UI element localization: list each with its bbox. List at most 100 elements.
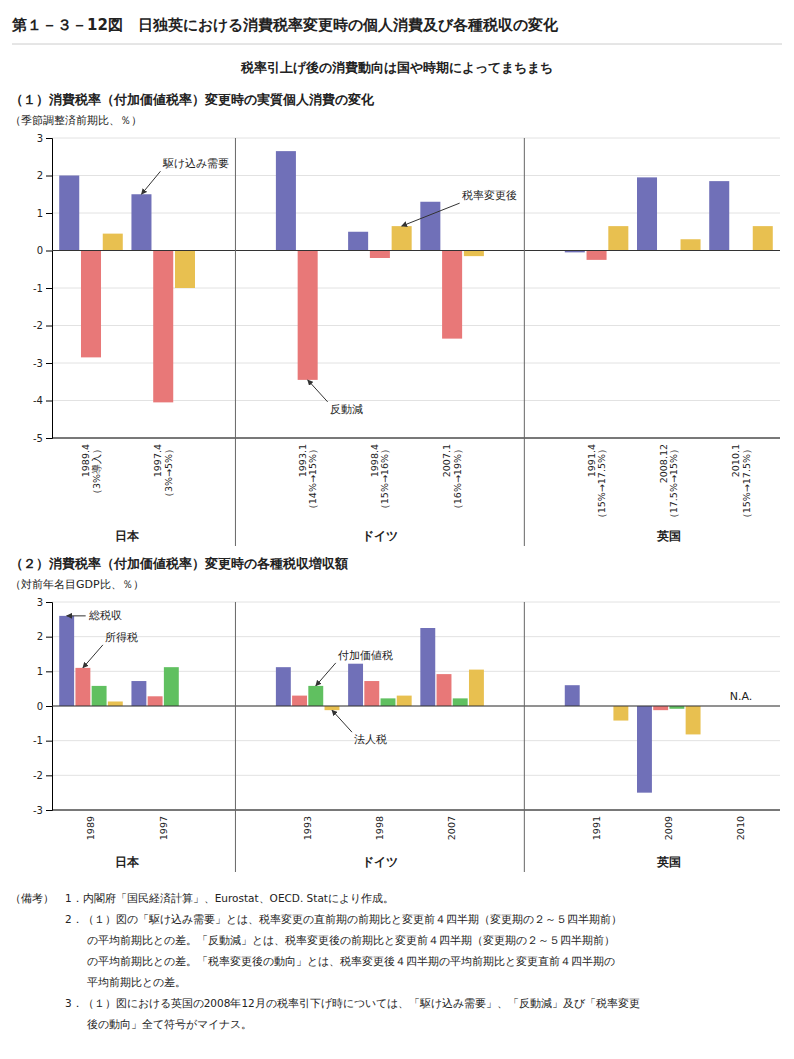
tick-mark xyxy=(46,401,52,402)
chart: （１）消費税率（付加価値税率）変更時の実質個人消費の変化 （季節調整済前期比、％）… xyxy=(10,92,780,546)
grid xyxy=(52,602,780,810)
footnote: 後の動向」全て符号がマイナス。 xyxy=(10,1018,252,1030)
bar xyxy=(381,698,396,706)
tick-label: -3 xyxy=(33,805,43,816)
annotation-arrow xyxy=(308,380,328,402)
group-label: ドイツ xyxy=(362,529,398,543)
grid-line xyxy=(52,636,780,637)
chart: （２）消費税率（付加価値税率）変更時の各種税収増収額（対前年名目GDP比、％）-… xyxy=(10,556,780,872)
bar xyxy=(276,667,291,706)
group-divider xyxy=(235,138,236,546)
bar xyxy=(92,686,107,706)
tick-label: -5 xyxy=(33,433,43,444)
tick: -1 xyxy=(33,735,52,746)
y-axis: -5-4-3-2-10123 xyxy=(33,133,52,444)
bar xyxy=(153,251,173,403)
tick: -2 xyxy=(33,770,52,781)
annotation-arrow xyxy=(316,663,336,686)
tick-label: -1 xyxy=(33,735,43,746)
chart-title: （２）消費税率（付加価値税率）変更時の各種税収増収額 xyxy=(10,556,348,571)
page-title: 第１－３－12図 日独英における消費税率変更時の個人消費及び各種税収の変化 xyxy=(11,16,559,34)
bar xyxy=(686,706,701,734)
category-label: 1991 xyxy=(591,816,602,840)
annotation: 所得税 xyxy=(105,631,138,644)
bar xyxy=(59,176,79,251)
category-label-line: 1993 xyxy=(302,816,313,840)
tick: -4 xyxy=(33,395,52,406)
bar xyxy=(753,226,773,250)
tick-mark xyxy=(46,706,52,707)
bar xyxy=(348,232,368,251)
tick-mark xyxy=(46,288,52,289)
bar xyxy=(364,681,379,706)
tick: -3 xyxy=(33,358,52,369)
bar xyxy=(437,674,452,706)
title-rule xyxy=(12,44,782,45)
tick-mark xyxy=(46,326,52,327)
tick-label: 3 xyxy=(37,597,43,608)
bar xyxy=(464,251,484,257)
tick-mark xyxy=(46,775,52,776)
grid-line xyxy=(52,138,780,139)
chart-title: （１）消費税率（付加価値税率）変更時の実質個人消費の変化 xyxy=(10,92,375,107)
category-label: 1997 xyxy=(158,816,169,840)
bar xyxy=(148,696,163,706)
category-label: 2009 xyxy=(663,816,674,840)
tick-mark xyxy=(46,671,52,672)
bar xyxy=(392,226,412,250)
bar xyxy=(613,706,628,721)
bar xyxy=(325,706,340,710)
tick-mark xyxy=(46,251,52,252)
annotation: 駆け込み需要 xyxy=(162,157,229,170)
category-label-line: 2007 xyxy=(446,816,457,840)
footnote: 2．（１）図の「駆け込み需要」とは、税率変更の直前期の前期比と変更前４四半期（変… xyxy=(10,913,622,926)
group-divider xyxy=(524,602,525,872)
tick-label: 0 xyxy=(37,701,43,712)
group-label: 日本 xyxy=(115,855,140,869)
tick-label: 1 xyxy=(37,666,43,677)
category-label: 2007 xyxy=(446,816,457,840)
bar xyxy=(420,628,435,706)
category-label-line: 1997 xyxy=(158,816,169,840)
tick-mark xyxy=(46,810,52,811)
category-label: 2010.1（15%→17.5%） xyxy=(730,444,751,523)
y-axis-label: （季節調整済前期比、％） xyxy=(10,114,142,127)
category-label-line: 1997.4 xyxy=(152,444,163,477)
category-label: 2007.1（16%→19%） xyxy=(441,444,462,514)
grid-line xyxy=(52,671,780,672)
bar xyxy=(131,681,146,706)
category-label-line: 1993.1 xyxy=(297,444,308,477)
grid-line xyxy=(52,213,780,214)
bar xyxy=(81,251,101,358)
category-label: 1991.4（15%→17.5%） xyxy=(586,444,607,523)
category-label: 1998 xyxy=(374,816,385,840)
tick-mark xyxy=(46,741,52,742)
annotations: N.A.総税収所得税付加価値税法人税 xyxy=(67,609,753,746)
tick: 0 xyxy=(37,701,52,712)
tick-mark xyxy=(46,438,52,439)
category-label-line: 2009 xyxy=(663,816,674,840)
bar xyxy=(348,664,363,706)
annotation-arrow xyxy=(67,615,86,616)
category-label: 2010 xyxy=(735,816,746,840)
grid-line xyxy=(52,706,780,707)
bar xyxy=(397,696,412,706)
annotation: 法人税 xyxy=(354,733,387,746)
category-label-line: （16%→19%） xyxy=(452,444,463,514)
tick-mark xyxy=(46,637,52,638)
grid-line xyxy=(52,602,780,603)
tick-label: 1 xyxy=(37,208,43,219)
zero-line xyxy=(52,250,780,251)
category-label-line: 2010 xyxy=(735,816,746,840)
y-axis: -3-2-10123 xyxy=(33,597,52,816)
annotations: 駆け込み需要反動減税率変更後 xyxy=(141,157,516,416)
tick: 1 xyxy=(37,666,52,677)
tick-label: 0 xyxy=(37,245,43,256)
footnote: の平均前期比との差。「税率変更後の動向」とは、税率変更後４四半期の平均前期比と変… xyxy=(10,955,615,967)
tick-mark xyxy=(46,138,52,139)
footnote: （備考） 1．内閣府「国民経済計算」、Eurostat、OECD. Statによ… xyxy=(10,892,394,904)
tick: -3 xyxy=(33,805,52,816)
bar xyxy=(308,686,323,706)
category-label: 1993.1（14%→15%） xyxy=(297,444,318,514)
group-label: 日本 xyxy=(115,529,140,543)
